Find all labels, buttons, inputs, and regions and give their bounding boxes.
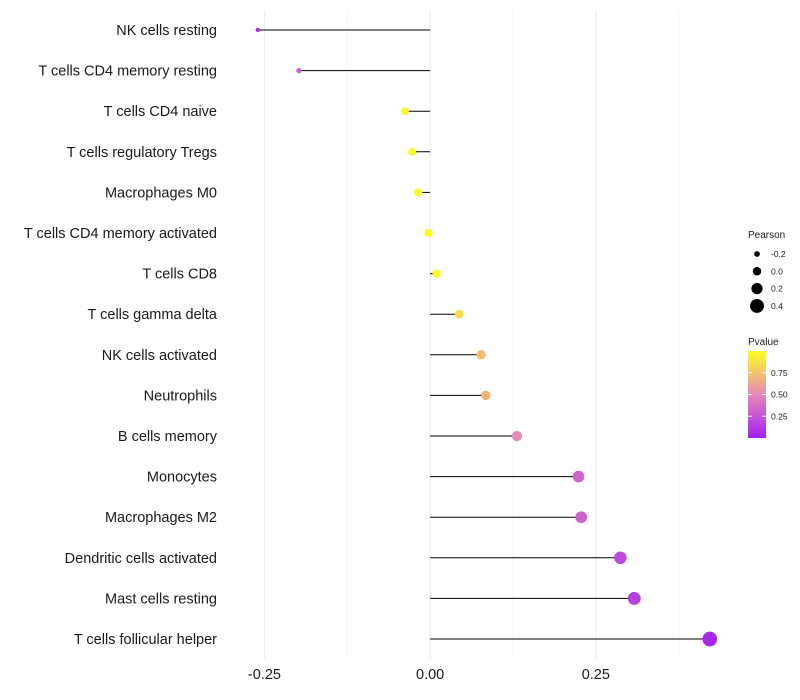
lollipop-dot [255,27,261,33]
lollipop-dot [702,631,718,647]
x-tick-label: 0.25 [582,667,610,683]
lollipop-dot [476,350,486,360]
lollipop-dot [432,269,441,278]
category-label: Neutrophils [144,388,217,404]
x-tick-label: -0.25 [248,667,281,683]
pearson-legend-label: -0.2 [771,249,786,259]
category-label: Mast cells resting [105,591,217,607]
lollipop-stems [257,29,710,640]
category-label: NK cells activated [102,348,217,364]
category-labels: NK cells resting T cells CD4 memory resti… [24,23,218,648]
category-label: Monocytes [147,470,217,486]
x-axis-ticks: -0.25 0.00 0.25 [248,667,610,683]
lollipop-dot [401,107,409,116]
category-label: T cells follicular helper [74,632,217,648]
pearson-legend-dot [750,298,764,313]
category-label: T cells gamma delta [88,307,218,323]
category-label: Dendritic cells activated [65,551,217,567]
lollipop-dot [481,390,491,401]
category-label: T cells regulatory Tregs [67,145,217,161]
pearson-legend-label: 0.0 [771,266,783,276]
lollipop-dot [572,470,585,483]
lollipop-dots [255,27,718,647]
pearson-legend-dot [751,283,763,295]
lollipop-dot [424,228,433,238]
pvalue-tick-label: 0.50 [771,390,788,400]
pearson-legend-dot [754,251,760,257]
category-label: Macrophages M2 [105,510,217,526]
pvalue-tick-label: 0.25 [771,411,788,421]
category-label: Macrophages M0 [105,185,217,201]
grid-lines [263,10,680,658]
lollipop-dot [614,551,627,565]
lollipop-dot [408,147,417,156]
category-label: NK cells resting [116,23,217,39]
pearson-legend-title: Pearson [748,230,785,241]
category-label: T cells CD4 memory resting [38,64,217,80]
pearson-size-legend: -0.2 0.0 0.2 0.4 [750,249,786,313]
legends: Pearson -0.2 0.0 0.2 0.4 Pvalue 0.25 0.50 0.7… [748,230,788,438]
pvalue-colorbar [748,351,766,438]
lollipop-dot [454,309,464,319]
pearson-legend-label: 0.2 [771,284,783,294]
pvalue-legend-title: Pvalue [748,337,779,348]
pvalue-colorbar-ticks: 0.25 0.50 0.75 [748,368,788,421]
lollipop-dot [414,188,423,197]
category-label: B cells memory [118,429,218,445]
lollipop-dot [575,511,588,524]
lollipop-dot [627,591,641,605]
x-tick-label: 0.00 [416,667,444,683]
category-label: T cells CD8 [142,267,217,283]
lollipop-dot [296,67,302,74]
lollipop-dot [511,430,523,442]
category-label: T cells CD4 memory activated [24,226,217,242]
category-label: T cells CD4 naive [104,104,217,120]
pearson-legend-label: 0.4 [771,301,783,311]
pearson-legend-dot [752,267,762,276]
pvalue-tick-label: 0.75 [771,368,788,378]
